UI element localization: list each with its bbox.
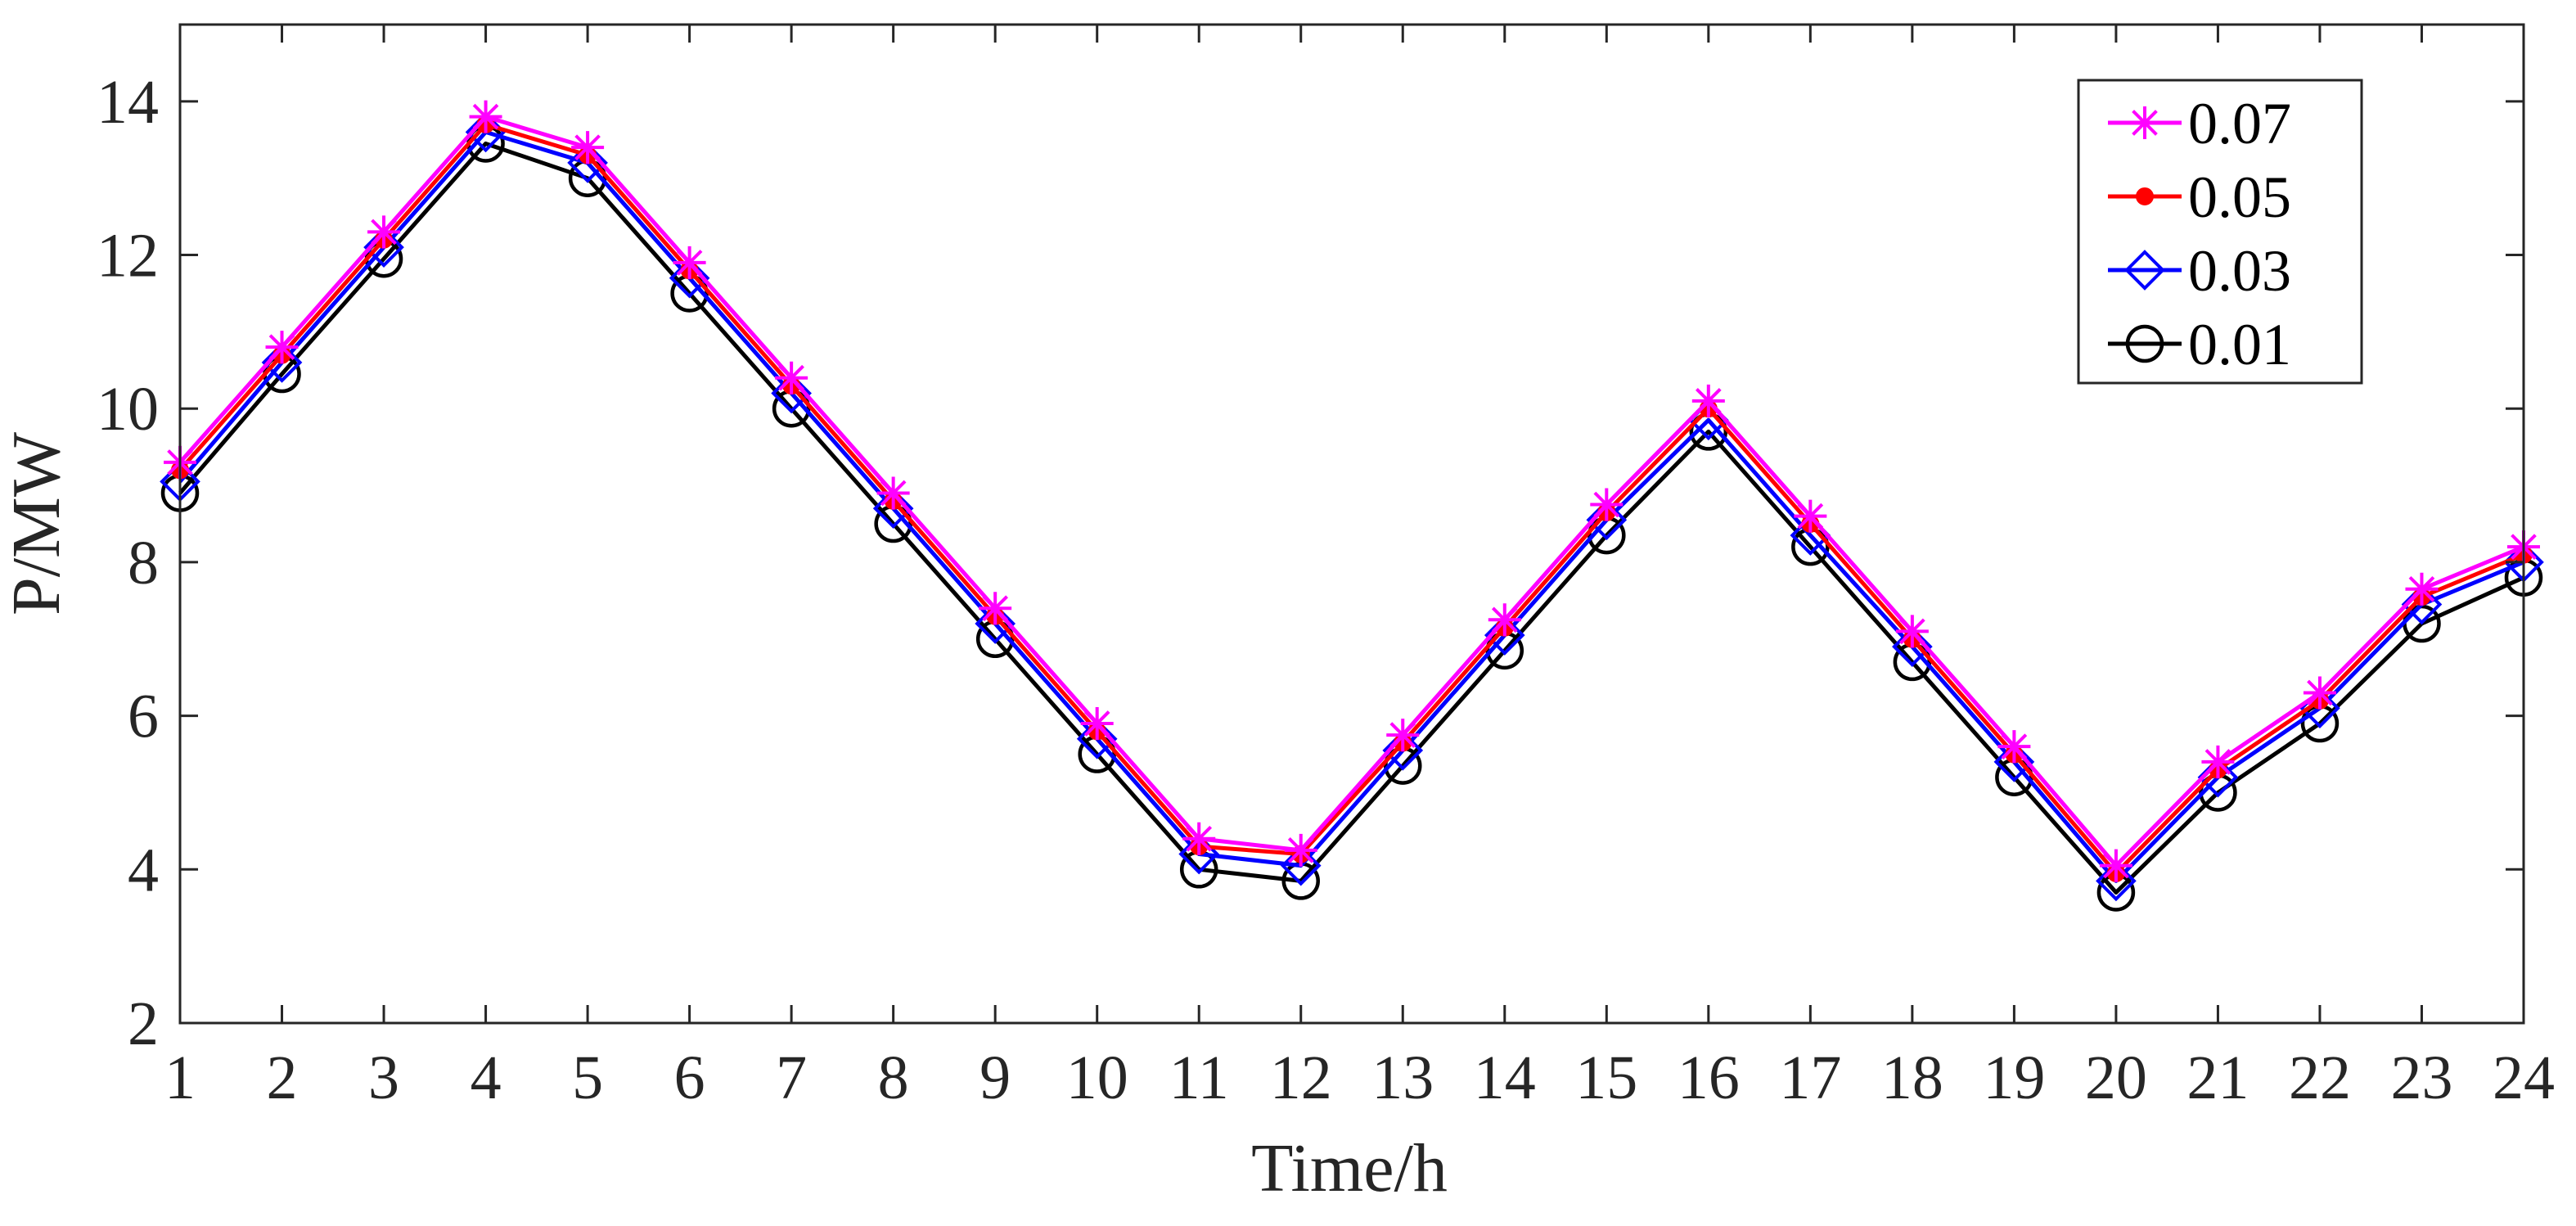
- legend-label: 0.07: [2188, 91, 2291, 156]
- y-tick-label: 8: [128, 529, 159, 597]
- legend-label: 0.03: [2188, 238, 2291, 304]
- x-tick-label: 23: [2390, 1043, 2452, 1112]
- legend-marker: [2125, 324, 2164, 363]
- data-point: [775, 361, 808, 394]
- data-point: [261, 342, 303, 383]
- data-point: [1590, 488, 1624, 521]
- legend-item: 0.03: [2108, 238, 2291, 304]
- series-0.03: [160, 111, 2544, 902]
- legend-label: 0.05: [2188, 165, 2291, 230]
- x-tick-label: 16: [1678, 1043, 1740, 1112]
- data-point: [571, 131, 605, 165]
- x-tick-label: 21: [2186, 1043, 2249, 1112]
- x-tick-label: 14: [1474, 1043, 1536, 1112]
- data-point: [2201, 745, 2235, 778]
- data-point: [1993, 741, 2035, 782]
- data-point: [975, 603, 1016, 644]
- data-point: [1182, 822, 1216, 855]
- data-point: [567, 142, 608, 183]
- x-tick-label: 8: [878, 1043, 909, 1112]
- y-tick-label: 4: [128, 836, 159, 904]
- x-tick-label: 19: [1983, 1043, 2045, 1112]
- data-point: [876, 476, 910, 510]
- x-tick-label: 2: [267, 1043, 298, 1112]
- data-point: [1488, 603, 1521, 637]
- data-point: [2099, 849, 2132, 882]
- x-axis-label: Time/h: [1251, 1130, 1448, 1206]
- data-point: [1484, 615, 1525, 656]
- legend-marker: [2124, 250, 2165, 291]
- x-tick-label: 15: [1575, 1043, 1637, 1112]
- legend-marker: [2136, 187, 2154, 205]
- x-tick-label: 7: [776, 1043, 807, 1112]
- x-tick-label: 1: [164, 1043, 196, 1112]
- legend-item: 0.01: [2108, 312, 2291, 377]
- data-point: [1794, 499, 1827, 533]
- y-tick-label: 14: [97, 68, 159, 137]
- y-axis-label: P/MW: [0, 431, 74, 615]
- x-tick-label: 9: [980, 1043, 1011, 1112]
- data-point: [979, 592, 1012, 625]
- x-tick-label: 10: [1066, 1043, 1128, 1112]
- data-point: [1691, 384, 1725, 417]
- x-tick-label: 3: [368, 1043, 399, 1112]
- x-tick-label: 13: [1371, 1043, 1434, 1112]
- series-0.07: [164, 100, 2540, 882]
- data-point: [1382, 730, 1424, 771]
- data-point: [265, 331, 299, 364]
- x-tick-label: 18: [1881, 1043, 1943, 1112]
- data-point: [1892, 626, 1933, 667]
- legend-marker: [2128, 106, 2161, 139]
- y-tick-label: 12: [97, 222, 159, 291]
- data-point: [771, 372, 812, 414]
- data-point: [1386, 719, 1420, 752]
- legend-item: 0.05: [2108, 165, 2291, 230]
- data-point: [1080, 707, 1114, 740]
- data-point: [1284, 833, 1317, 867]
- x-tick-label: 11: [1169, 1043, 1229, 1112]
- data-point: [2303, 676, 2336, 710]
- x-tick-label: 4: [471, 1043, 502, 1112]
- y-tick-label: 2: [128, 989, 159, 1058]
- data-point: [1280, 845, 1322, 886]
- data-point: [469, 100, 502, 133]
- legend-box: [2077, 79, 2363, 385]
- data-point: [1076, 718, 1118, 759]
- x-tick-label: 5: [572, 1043, 603, 1112]
- data-point: [2096, 860, 2137, 902]
- data-point: [1997, 730, 2031, 764]
- data-point: [2405, 572, 2439, 606]
- x-tick-label: 12: [1270, 1043, 1332, 1112]
- plot-area-frame: [178, 23, 2525, 1025]
- x-tick-label: 6: [674, 1043, 705, 1112]
- data-point: [1586, 499, 1628, 541]
- x-tick-label: 17: [1779, 1043, 1841, 1112]
- series-line: [178, 129, 2524, 883]
- axis-ticks: 1 2 3 4 5 6 7 8 9 10 11 12 13 14 15 16 17 18 19 20 21 22 23 242…: [97, 25, 2555, 1112]
- x-tick-label: 24: [2493, 1043, 2555, 1112]
- data-point: [1895, 615, 1929, 648]
- legend: 0.07 0.05 0.03 0.01: [2077, 79, 2363, 385]
- x-tick-label: 20: [2085, 1043, 2147, 1112]
- y-tick-label: 6: [128, 683, 159, 751]
- x-tick-label: 22: [2289, 1043, 2351, 1112]
- data-point: [669, 257, 710, 299]
- data-point: [367, 215, 401, 249]
- y-tick-label: 10: [97, 375, 159, 444]
- series-line: [178, 122, 2524, 876]
- legend-item: 0.07: [2108, 91, 2291, 156]
- legend-label: 0.01: [2188, 312, 2291, 377]
- series-layer: [160, 100, 2544, 912]
- data-point: [673, 246, 706, 279]
- data-point: [363, 227, 404, 268]
- series-line: [178, 115, 2524, 868]
- data-point: [872, 488, 914, 530]
